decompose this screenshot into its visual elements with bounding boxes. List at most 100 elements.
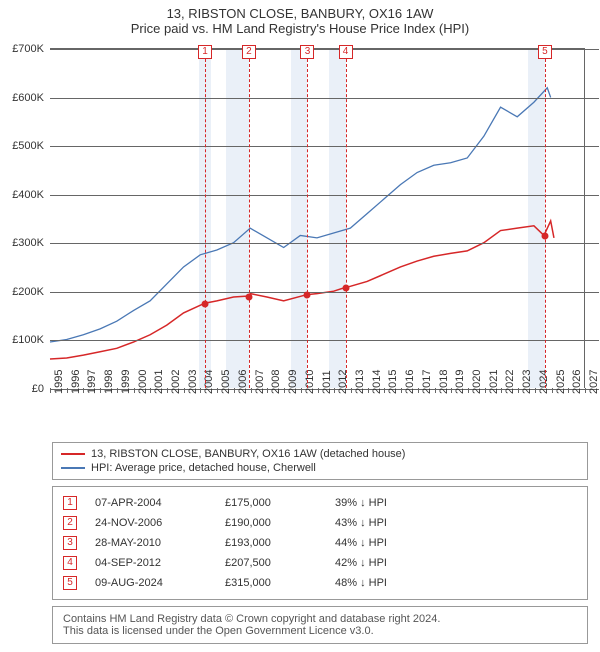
legend-label: 13, RIBSTON CLOSE, BANBURY, OX16 1AW (de… [91,448,405,460]
price-marker [342,285,349,292]
y-gridline [50,49,599,50]
x-tick [301,388,302,393]
x-tick [351,388,352,393]
x-axis-label: 2005 [220,370,232,394]
event-line [346,49,347,388]
x-axis-label: 2017 [421,370,433,394]
x-tick [334,388,335,393]
y-axis-label: £700K [12,43,50,55]
event-number: 3 [63,536,77,550]
y-gridline [50,243,599,244]
event-date: 07-APR-2004 [95,497,225,509]
x-axis-label: 2002 [170,370,182,394]
x-tick [418,388,419,393]
event-date: 04-SEP-2012 [95,557,225,569]
legend-label: HPI: Average price, detached house, Cher… [91,462,316,474]
y-axis-label: £400K [12,189,50,201]
chart-container: 13, RIBSTON CLOSE, BANBURY, OX16 1AW Pri… [0,0,600,644]
x-axis-label: 2026 [571,370,583,394]
event-line [307,49,308,388]
title-subtitle: Price paid vs. HM Land Registry's House … [0,21,600,36]
event-row: 224-NOV-2006£190,00043% ↓ HPI [63,513,577,533]
x-tick [200,388,201,393]
event-number: 5 [63,576,77,590]
y-axis-label: £300K [12,237,50,249]
x-tick [284,388,285,393]
event-date: 09-AUG-2024 [95,577,225,589]
x-tick [184,388,185,393]
x-axis-label: 2021 [488,370,500,394]
x-tick [552,388,553,393]
event-badge: 3 [300,45,314,59]
x-axis-label: 2011 [321,370,333,394]
event-line [205,49,206,388]
attribution-line2: This data is licensed under the Open Gov… [63,625,577,637]
events-table: 107-APR-2004£175,00039% ↓ HPI224-NOV-200… [52,486,588,600]
x-tick [585,388,586,393]
y-axis-label: £0 [32,383,50,395]
x-axis-label: 2006 [237,370,249,394]
y-axis-label: £500K [12,140,50,152]
event-diff: 39% ↓ HPI [335,497,387,509]
event-diff: 42% ↓ HPI [335,557,387,569]
legend-swatch [61,467,85,469]
price-marker [304,292,311,299]
event-line [249,49,250,388]
legend-swatch [61,453,85,455]
legend: 13, RIBSTON CLOSE, BANBURY, OX16 1AW (de… [52,442,588,480]
x-tick [451,388,452,393]
x-tick [368,388,369,393]
y-gridline [50,292,599,293]
x-axis-label: 2010 [304,370,316,394]
event-price: £190,000 [225,517,335,529]
x-tick [167,388,168,393]
x-tick [468,388,469,393]
attribution-line1: Contains HM Land Registry data © Crown c… [63,613,577,625]
x-tick [50,388,51,393]
x-tick [518,388,519,393]
event-diff: 43% ↓ HPI [335,517,387,529]
x-tick [217,388,218,393]
price-marker [201,301,208,308]
x-tick [435,388,436,393]
x-tick [384,388,385,393]
x-axis-label: 1998 [103,370,115,394]
event-row: 328-MAY-2010£193,00044% ↓ HPI [63,533,577,553]
x-axis-label: 2016 [404,370,416,394]
event-date: 28-MAY-2010 [95,537,225,549]
event-badge: 1 [198,45,212,59]
x-axis-label: 2014 [371,370,383,394]
x-tick [117,388,118,393]
x-axis-label: 1997 [86,370,98,394]
x-axis-label: 2008 [270,370,282,394]
x-tick [100,388,101,393]
event-line [545,49,546,388]
x-tick [318,388,319,393]
x-axis-label: 2019 [454,370,466,394]
event-diff: 44% ↓ HPI [335,537,387,549]
series-hpi [50,88,551,342]
x-tick [234,388,235,393]
y-axis-label: £200K [12,286,50,298]
event-date: 24-NOV-2006 [95,517,225,529]
x-tick [485,388,486,393]
x-tick [401,388,402,393]
x-axis-label: 2000 [137,370,149,394]
attribution: Contains HM Land Registry data © Crown c… [52,606,588,644]
x-axis-label: 2022 [504,370,516,394]
x-tick [267,388,268,393]
x-axis-label: 1999 [120,370,132,394]
x-axis-label: 2027 [588,370,600,394]
event-price: £207,500 [225,557,335,569]
x-axis-label: 2013 [354,370,366,394]
x-axis-label: 2018 [438,370,450,394]
event-number: 1 [63,496,77,510]
event-price: £315,000 [225,577,335,589]
x-axis-label: 2025 [555,370,567,394]
x-tick [134,388,135,393]
y-gridline [50,195,599,196]
series-property [50,221,554,359]
event-row: 509-AUG-2024£315,00048% ↓ HPI [63,573,577,593]
event-row: 107-APR-2004£175,00039% ↓ HPI [63,493,577,513]
x-axis-label: 2001 [153,370,165,394]
